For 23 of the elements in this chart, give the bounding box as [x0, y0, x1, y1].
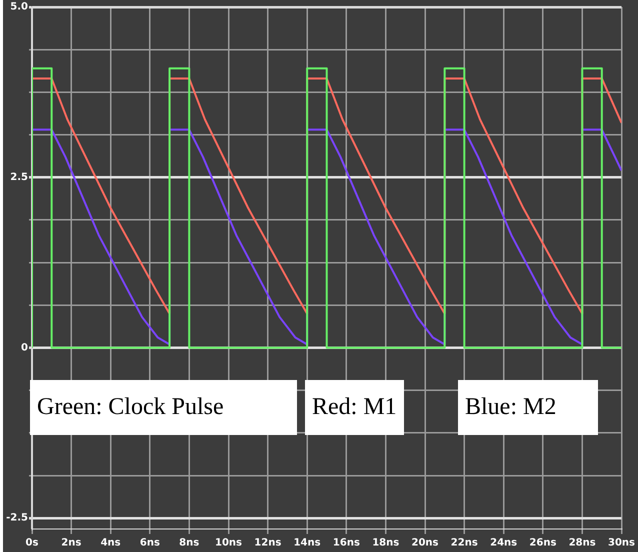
x-tick-label: 16ns	[332, 538, 360, 549]
y-tick-label: 2.5	[10, 172, 28, 183]
y-tick-label: -2.5	[6, 512, 28, 524]
x-tick-label: 6ns	[140, 538, 160, 549]
x-tick-label: 14ns	[294, 538, 321, 549]
x-tick-label: 4ns	[100, 538, 121, 549]
caption-box: Green: Clock Pulse	[30, 380, 297, 435]
x-tick-label: 8ns	[179, 538, 200, 549]
x-tick-label: 10ns	[215, 538, 242, 549]
x-tick-label: 22ns	[450, 538, 478, 549]
x-tick-label: 18ns	[372, 538, 400, 549]
x-tick-label: 24ns	[490, 538, 518, 549]
x-tick-label: 28ns	[568, 538, 596, 549]
x-tick-label: 0s	[26, 538, 38, 549]
caption-box: Blue: M2	[458, 380, 598, 435]
y-tick-label: 5.0	[10, 2, 28, 13]
x-tick-label: 26ns	[529, 538, 556, 549]
x-tick-label: 30ns	[608, 538, 636, 549]
caption-box: Red: M1	[305, 380, 404, 435]
x-tick-label: 2ns	[61, 538, 82, 549]
x-tick-label: 20ns	[412, 538, 439, 549]
y-tick-label: 0	[21, 342, 28, 354]
x-tick-label: 12ns	[254, 538, 282, 549]
